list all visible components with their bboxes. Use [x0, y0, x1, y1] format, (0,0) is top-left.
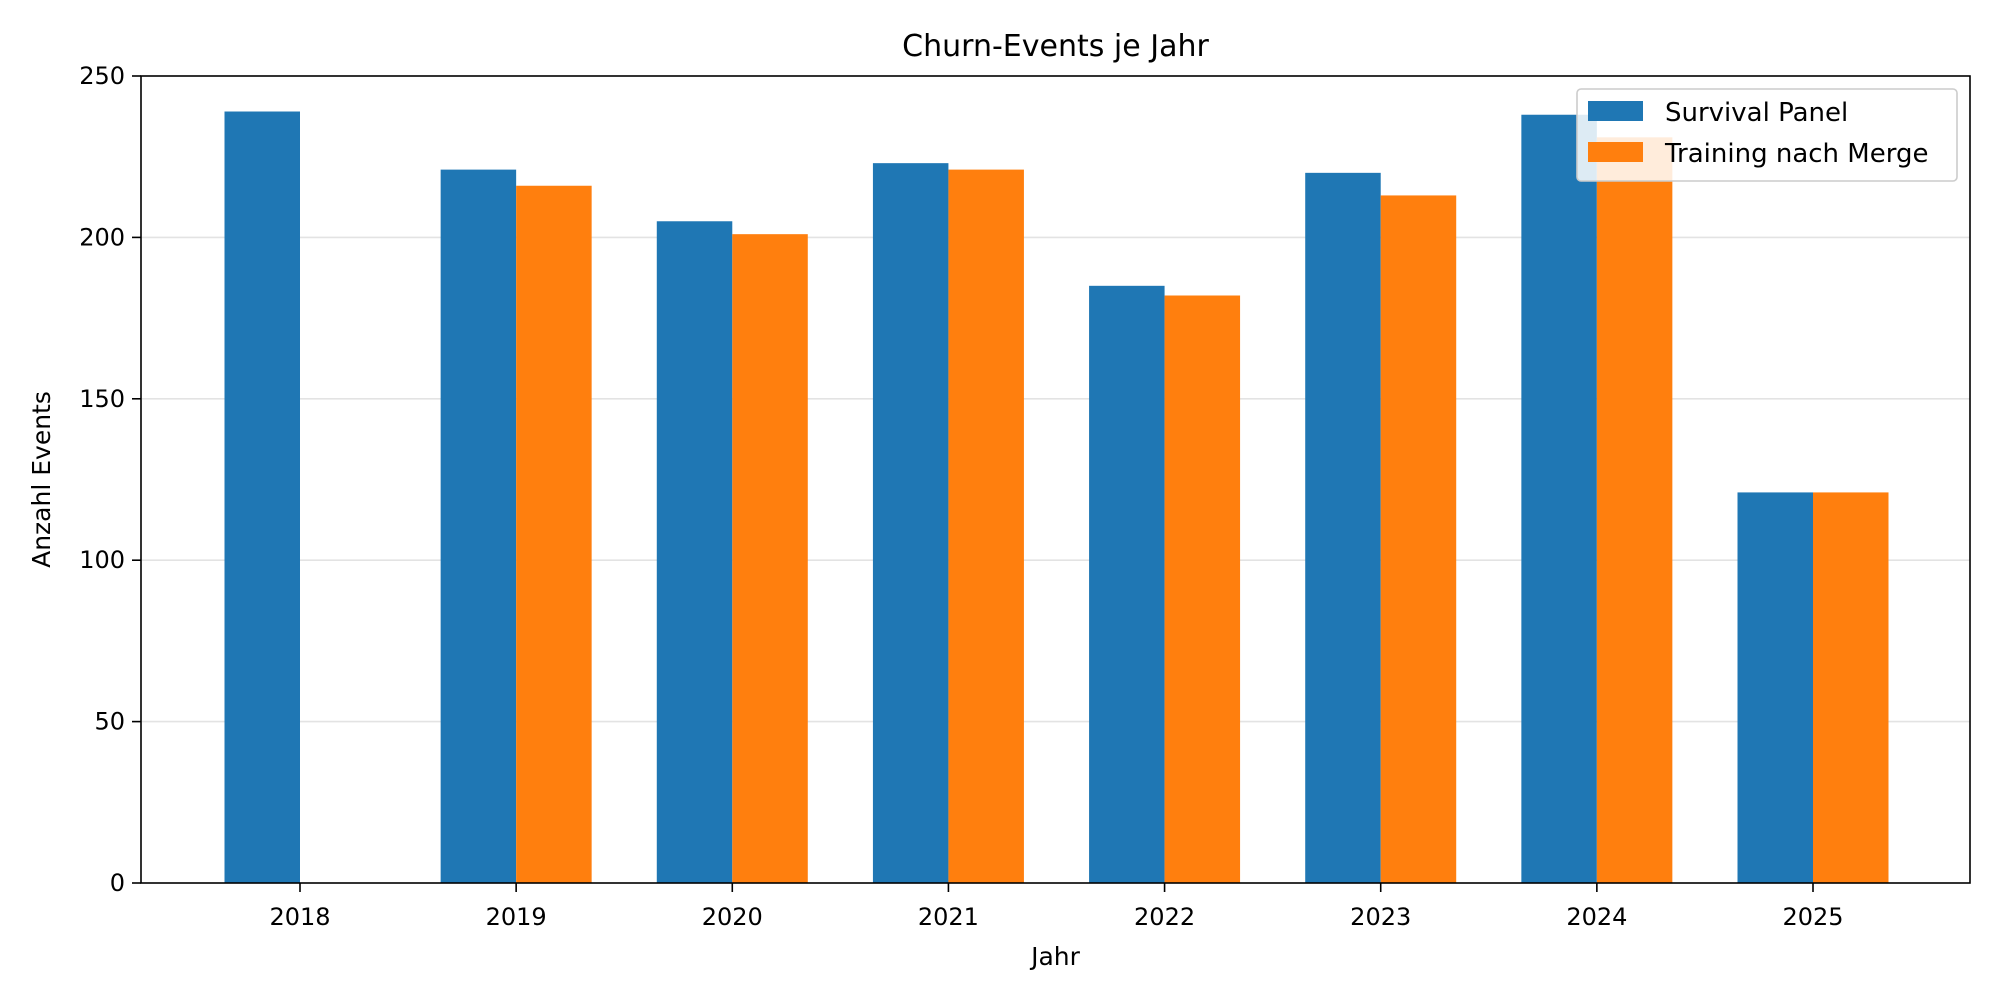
- bars: [224, 111, 1889, 884]
- bar-2021-series-2: [948, 169, 1024, 883]
- bar-2025-series-1: [1737, 492, 1813, 883]
- y-tick-label: 200: [79, 223, 125, 251]
- y-tick-label: 250: [79, 62, 125, 90]
- bar-2019-series-2: [516, 185, 592, 883]
- legend-box: [1576, 88, 1958, 182]
- bar-2024-series-2: [1596, 137, 1673, 883]
- legend: Survival Panel Training nach Merge: [1576, 88, 1958, 182]
- legend-label: Survival Panel: [1665, 98, 1848, 128]
- x-axis-label: Jahr: [1029, 942, 1081, 971]
- legend-swatch: [1588, 142, 1643, 162]
- y-tick-label: 150: [79, 385, 125, 413]
- bar-2024-series-1: [1521, 114, 1597, 883]
- x-tick-label: 2025: [1782, 903, 1843, 931]
- bar-2020-series-2: [732, 234, 808, 883]
- x-tick-label: 2022: [1134, 903, 1195, 931]
- y-tick-label: 100: [79, 546, 125, 574]
- bar-2018-series-1: [224, 111, 300, 884]
- x-tick-label: 2018: [269, 903, 330, 931]
- grid-lines: [141, 236, 1970, 723]
- x-tick-label: 2020: [702, 903, 763, 931]
- x-tick-label: 2024: [1566, 903, 1627, 931]
- y-tick-label: 0: [110, 869, 125, 897]
- x-tick-label: 2021: [918, 903, 979, 931]
- y-axis-ticks: 0 50 100 150 200 250: [79, 62, 141, 897]
- bar-2021-series-1: [872, 163, 949, 883]
- x-axis-ticks: 2018 2019 2020 2021 2022 2023 2024 2025: [269, 883, 1844, 931]
- bar-2020-series-1: [656, 221, 733, 883]
- y-axis-label: Anzahl Events: [27, 391, 56, 568]
- bar-2022-series-1: [1089, 285, 1165, 883]
- plot-frame: [140, 75, 1971, 884]
- legend-label: Training nach Merge: [1664, 139, 1928, 169]
- y-tick-label: 50: [94, 708, 125, 736]
- chart-title: Churn-Events je Jahr: [902, 29, 1209, 64]
- bar-2023-series-1: [1305, 172, 1381, 884]
- bar-2023-series-2: [1380, 195, 1457, 883]
- bar-2019-series-1: [440, 169, 517, 883]
- legend-swatch: [1588, 101, 1643, 121]
- x-tick-label: 2023: [1350, 903, 1411, 931]
- x-tick-label: 2019: [486, 903, 547, 931]
- bar-2022-series-2: [1164, 295, 1241, 883]
- bar-2025-series-2: [1813, 492, 1889, 883]
